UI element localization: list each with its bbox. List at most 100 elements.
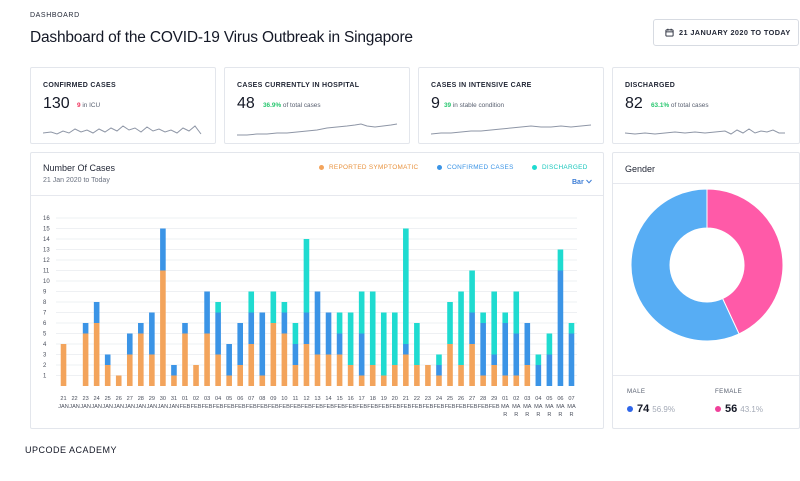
bar-segment[interactable] [524,323,531,365]
bar-segment[interactable] [226,375,232,387]
bar-segment[interactable] [391,312,398,366]
bar-segment[interactable] [82,323,89,334]
bar-segment[interactable] [447,344,453,386]
bar-segment[interactable] [281,333,288,387]
legend-item-reported[interactable]: REPORTED SYMPTOMATIC [319,164,418,171]
bar-segment[interactable] [358,375,365,387]
bar-segment[interactable] [491,291,497,355]
bar-segment[interactable] [160,270,166,387]
bar-segment[interactable] [480,375,486,387]
bar-segment[interactable] [82,333,89,387]
bar-segment[interactable] [447,302,453,344]
bar-segment[interactable] [248,291,255,313]
bar-segment[interactable] [347,365,354,386]
bar-segment[interactable] [281,302,288,313]
bar-segment[interactable] [215,354,221,387]
bar-segment[interactable] [215,302,221,313]
bar-segment[interactable] [182,333,188,387]
bar-segment[interactable] [204,333,210,387]
bar-segment[interactable] [93,302,100,323]
bar-segment[interactable] [104,365,111,386]
bar-segment[interactable] [513,375,520,387]
bar-segment[interactable] [314,354,321,387]
bar-segment[interactable] [193,365,199,386]
bar-segment[interactable] [292,344,299,365]
bar-segment[interactable] [237,365,244,386]
bar-segment[interactable] [270,323,277,386]
bar-segment[interactable] [325,312,332,355]
bar-segment[interactable] [325,354,332,387]
legend-item-discharged[interactable]: DISCHARGED [532,164,588,171]
bar-segment[interactable] [347,312,354,366]
bar-segment[interactable] [270,291,277,324]
bar-segment[interactable] [425,365,431,386]
bar-segment[interactable] [303,239,310,313]
bar-segment[interactable] [535,354,542,366]
bar-segment[interactable] [336,354,343,387]
bar-segment[interactable] [469,270,475,313]
bar-segment[interactable] [502,323,509,376]
bar-segment[interactable] [171,375,177,387]
bar-segment[interactable] [524,365,531,386]
bar-segment[interactable] [391,365,398,386]
bar-segment[interactable] [115,375,122,387]
bar-segment[interactable] [259,375,266,387]
bar-segment[interactable] [469,312,475,345]
female-slice[interactable] [706,188,784,335]
bar-segment[interactable] [358,333,365,376]
bar-segment[interactable] [138,333,144,387]
bar-segment[interactable] [469,344,475,386]
bar-segment[interactable] [237,323,244,365]
bar-segment[interactable] [513,291,520,334]
bar-segment[interactable] [160,228,166,271]
bar-segment[interactable] [336,312,343,334]
bar-segment[interactable] [369,291,376,366]
bar-segment[interactable] [149,354,155,387]
chart-type-select[interactable]: Bar [572,179,592,186]
bar-segment[interactable] [380,375,387,387]
bar-segment[interactable] [414,323,420,365]
bar-segment[interactable] [303,312,310,345]
bar-segment[interactable] [403,344,409,355]
bar-segment[interactable] [60,344,67,386]
bar-segment[interactable] [292,323,299,344]
bar-segment[interactable] [248,312,255,345]
bar-segment[interactable] [204,291,210,334]
bar-segment[interactable] [149,312,155,355]
bar-segment[interactable] [436,375,442,387]
bar-segment[interactable] [546,333,553,355]
bar-segment[interactable] [403,228,409,345]
bar-segment[interactable] [557,249,564,271]
bar-segment[interactable] [458,291,464,366]
bar-segment[interactable] [215,312,221,355]
bar-segment[interactable] [513,333,520,376]
bar-segment[interactable] [281,312,288,334]
bar-segment[interactable] [568,323,575,334]
bar-segment[interactable] [546,354,553,387]
bar-segment[interactable] [568,333,575,387]
bar-segment[interactable] [182,323,188,334]
bar-segment[interactable] [535,365,542,386]
bar-segment[interactable] [358,291,365,334]
bar-segment[interactable] [314,291,321,355]
legend-item-confirmed[interactable]: CONFIRMED CASES [437,164,514,171]
bar-segment[interactable] [491,365,497,386]
bar-segment[interactable] [502,375,509,387]
bar-segment[interactable] [502,312,509,324]
bar-segment[interactable] [480,312,486,324]
bar-segment[interactable] [292,365,299,386]
bar-segment[interactable] [226,344,232,376]
bar-segment[interactable] [480,323,486,376]
bar-segment[interactable] [557,270,564,387]
bar-segment[interactable] [491,354,497,366]
bar-segment[interactable] [248,344,255,386]
bar-segment[interactable] [458,365,464,386]
date-range-button[interactable]: 21 JANUARY 2020 TO TODAY [653,19,799,46]
bar-segment[interactable] [336,333,343,355]
male-slice[interactable] [630,188,740,342]
bar-segment[interactable] [126,333,133,355]
bar-segment[interactable] [436,354,442,366]
bar-segment[interactable] [303,344,310,386]
bar-segment[interactable] [104,354,111,366]
bar-segment[interactable] [126,354,133,387]
